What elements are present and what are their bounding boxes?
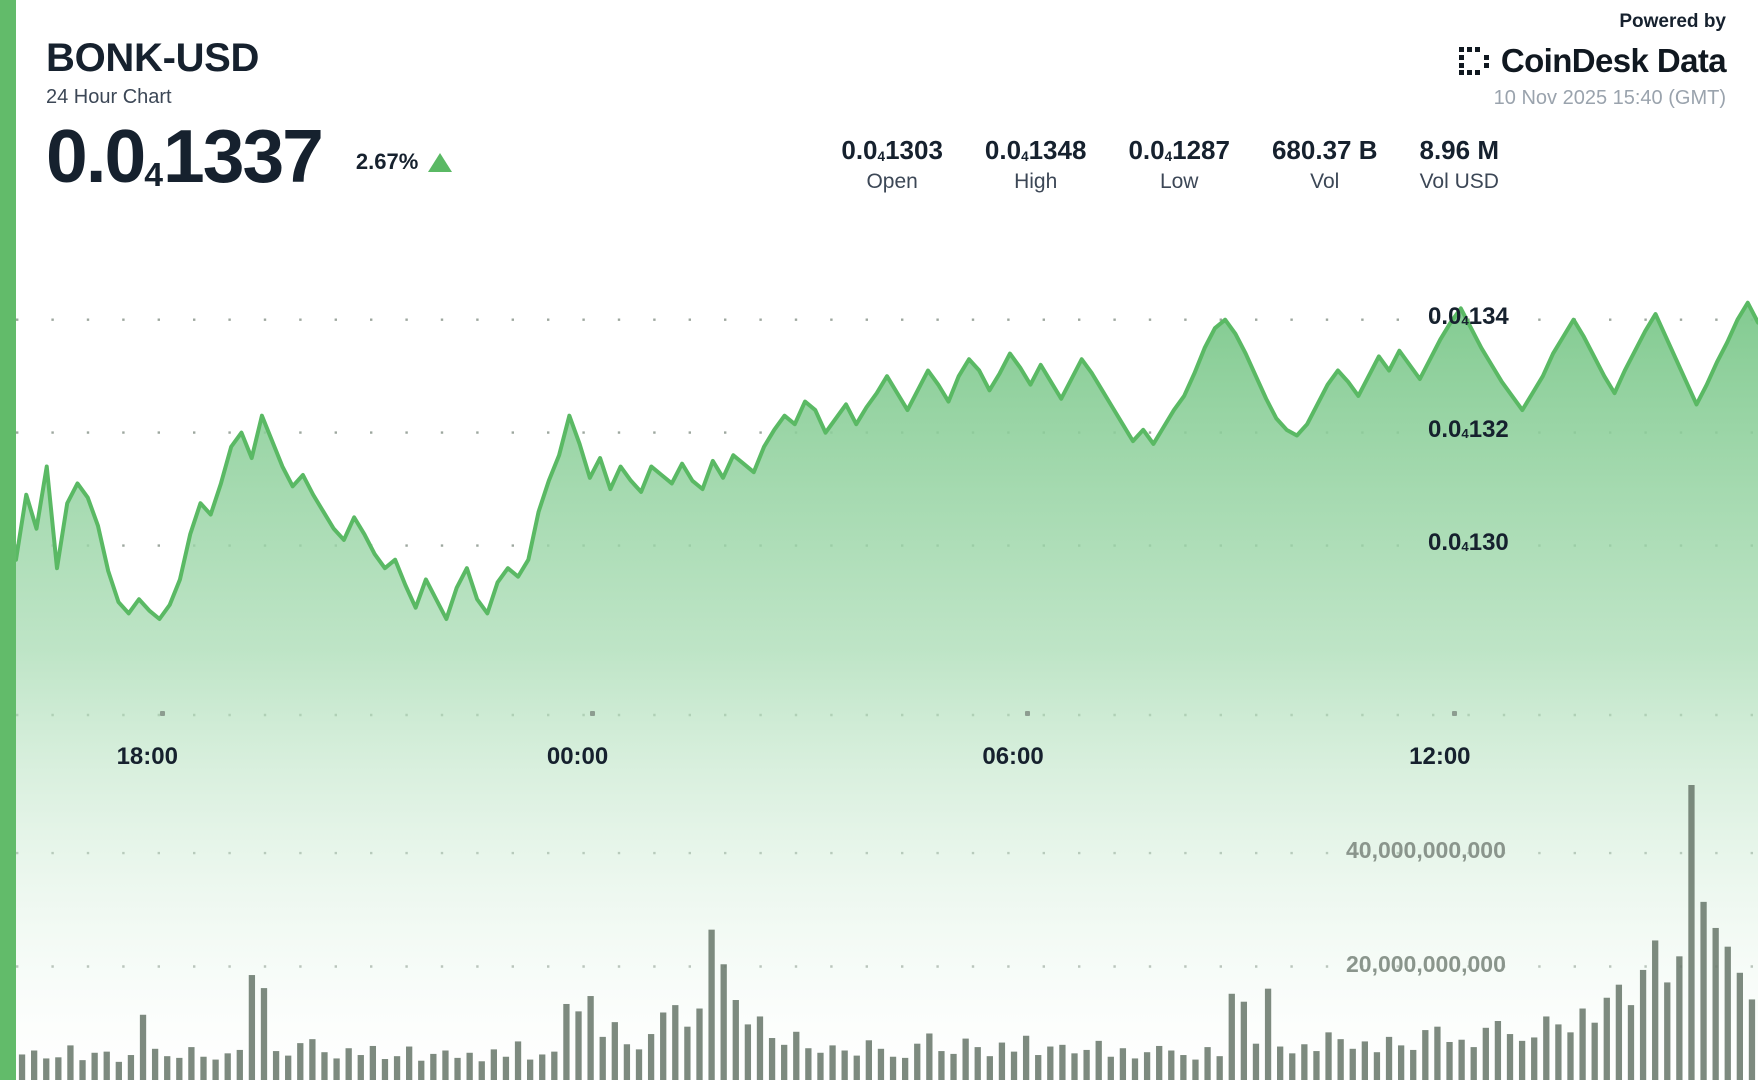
time-axis-tick-dot	[159, 711, 165, 716]
stat-open-digits: 1303	[885, 135, 943, 165]
stat-open-value: 0.041303	[841, 136, 943, 165]
current-price: 0.041337	[46, 119, 324, 194]
data-timestamp: 10 Nov 2025 15:40 (GMT)	[1493, 87, 1726, 109]
brand-name: CoinDesk Data	[1500, 42, 1727, 79]
price-subscript: 4	[144, 156, 164, 195]
stat-low-value: 0.041287	[1128, 136, 1230, 165]
stat-low: 0.041287 Low	[1107, 136, 1251, 192]
ohlc-stats-row: 0.041303 Open 0.041348 High 0.041287 Low…	[820, 136, 1520, 192]
stat-vol-label: Vol	[1310, 169, 1340, 193]
price-change-group: 2.67%	[355, 149, 453, 175]
stat-open-prefix: 0.0	[841, 135, 878, 165]
stat-open-sub: 4	[877, 148, 886, 164]
stat-high-digits: 1348	[1028, 135, 1087, 165]
price-volume-chart[interactable]	[16, 215, 1758, 1080]
powered-by-label: Powered by	[1619, 11, 1726, 32]
stat-low-label: Low	[1159, 169, 1199, 193]
left-accent-bar	[0, 0, 16, 1080]
stat-high: 0.041348 High	[964, 136, 1108, 192]
branding-block: Powered by Coin	[1426, 11, 1727, 109]
price-area-layer	[16, 302, 1758, 1080]
stat-low-digits: 1287	[1172, 135, 1230, 165]
stat-high-label: High	[1014, 169, 1058, 193]
chart-plot-area[interactable]: 0.04134 0.04132 0.04130 40,000,000,000 20,00…	[16, 215, 1758, 1080]
stat-vol-value: 680.37 B	[1271, 135, 1378, 165]
stat-high-value: 0.041348	[985, 136, 1087, 165]
widget-header: BONK-USD 24 Hour Chart 0.041337 2.67% 0.…	[0, 0, 1758, 215]
triangle-up-icon	[428, 152, 453, 172]
brand-row: CoinDesk Data	[1426, 42, 1727, 79]
chart-range-label: 24 Hour Chart	[46, 86, 172, 108]
stat-open-label: Open	[866, 169, 918, 193]
price-prefix: 0.0	[46, 114, 146, 198]
volume-bars-layer	[18, 785, 1756, 1080]
page-title: BONK-USD	[46, 36, 260, 80]
stat-vol-usd-label: Vol USD	[1419, 169, 1499, 193]
title-block: BONK-USD 24 Hour Chart	[46, 38, 259, 107]
coindesk-logo-icon	[1458, 46, 1489, 75]
stat-vol: 680.37 B Vol	[1251, 136, 1399, 192]
time-axis-tick-dot	[589, 711, 595, 716]
time-axis-tick-dot	[1452, 711, 1458, 716]
time-axis-tick-dot	[1025, 711, 1031, 716]
stat-low-prefix: 0.0	[1128, 135, 1165, 165]
current-price-row: 0.041337 2.67%	[46, 119, 453, 194]
stat-high-sub: 4	[1021, 148, 1029, 164]
price-change-percent: 2.67%	[355, 149, 419, 174]
stat-vol-usd: 8.96 M Vol USD	[1399, 136, 1521, 192]
stat-vol-usd-value: 8.96 M	[1419, 135, 1500, 165]
stat-high-prefix: 0.0	[984, 135, 1022, 165]
price-line-layer	[16, 300, 1758, 621]
price-digits: 1337	[163, 114, 324, 198]
stat-open: 0.041303 Open	[820, 136, 964, 192]
stat-low-sub: 4	[1164, 148, 1173, 164]
